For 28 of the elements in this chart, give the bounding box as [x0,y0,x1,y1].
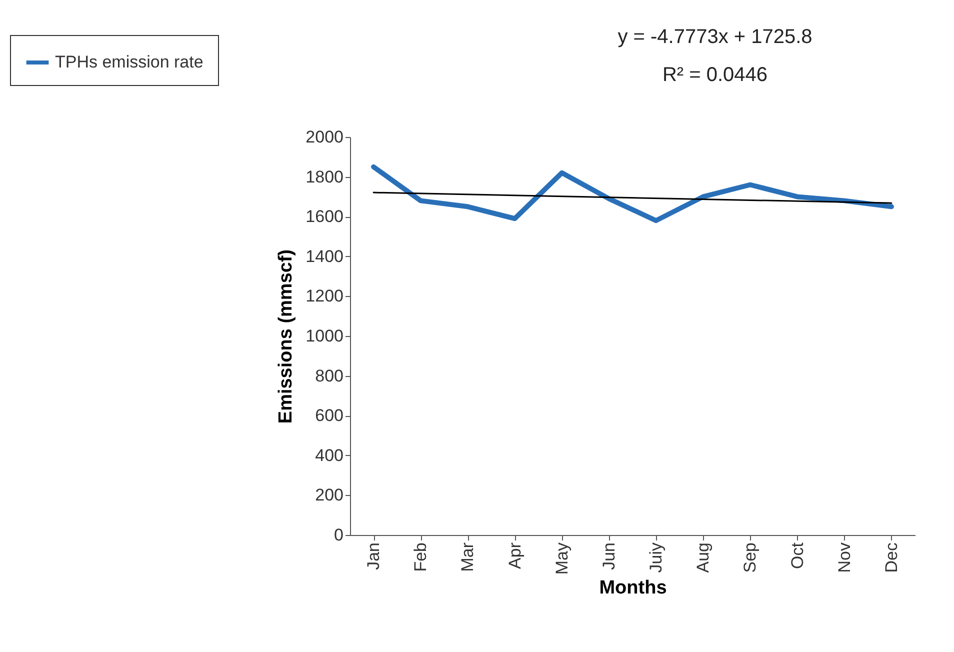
y-tick-label: 600 [315,406,344,426]
x-axis-title: Months [599,578,667,599]
x-tick-label: Feb [411,542,430,572]
y-tick-label: 200 [315,486,344,505]
y-tick-label: 800 [315,366,344,386]
x-tick-label: Nov [834,542,854,573]
x-tick-label: Mar [458,542,478,572]
y-tick-label: 1400 [306,246,344,266]
y-tick-label: 1200 [306,286,344,306]
x-tick-label: May [552,542,572,575]
y-tick-label: 1800 [306,167,344,186]
x-tick-label: Dec [882,542,901,573]
text: y = -4.7773x + 1725.8 [618,26,812,48]
x-tick-label: Sep [740,542,760,573]
x-tick-label: Apr [505,542,524,569]
text: R² = 0.0446 [662,64,768,86]
x-tick-label: Jan [364,542,384,570]
y-axis-title: Emissions (mmscf) [276,249,297,424]
x-tick-label: Jun [599,542,618,570]
y-tick-label: 1600 [306,207,344,226]
x-tick-label: Aug [694,542,713,573]
legend-label: TPHs emission rate [55,52,204,72]
y-tick-label: 400 [315,446,344,465]
x-tick-label: Oct [788,542,807,569]
y-tick-label: 0 [334,526,344,544]
x-tick-label: Juiy [646,542,666,573]
y-tick-label: 1000 [306,326,344,346]
y-tick-label: 2000 [306,128,344,146]
